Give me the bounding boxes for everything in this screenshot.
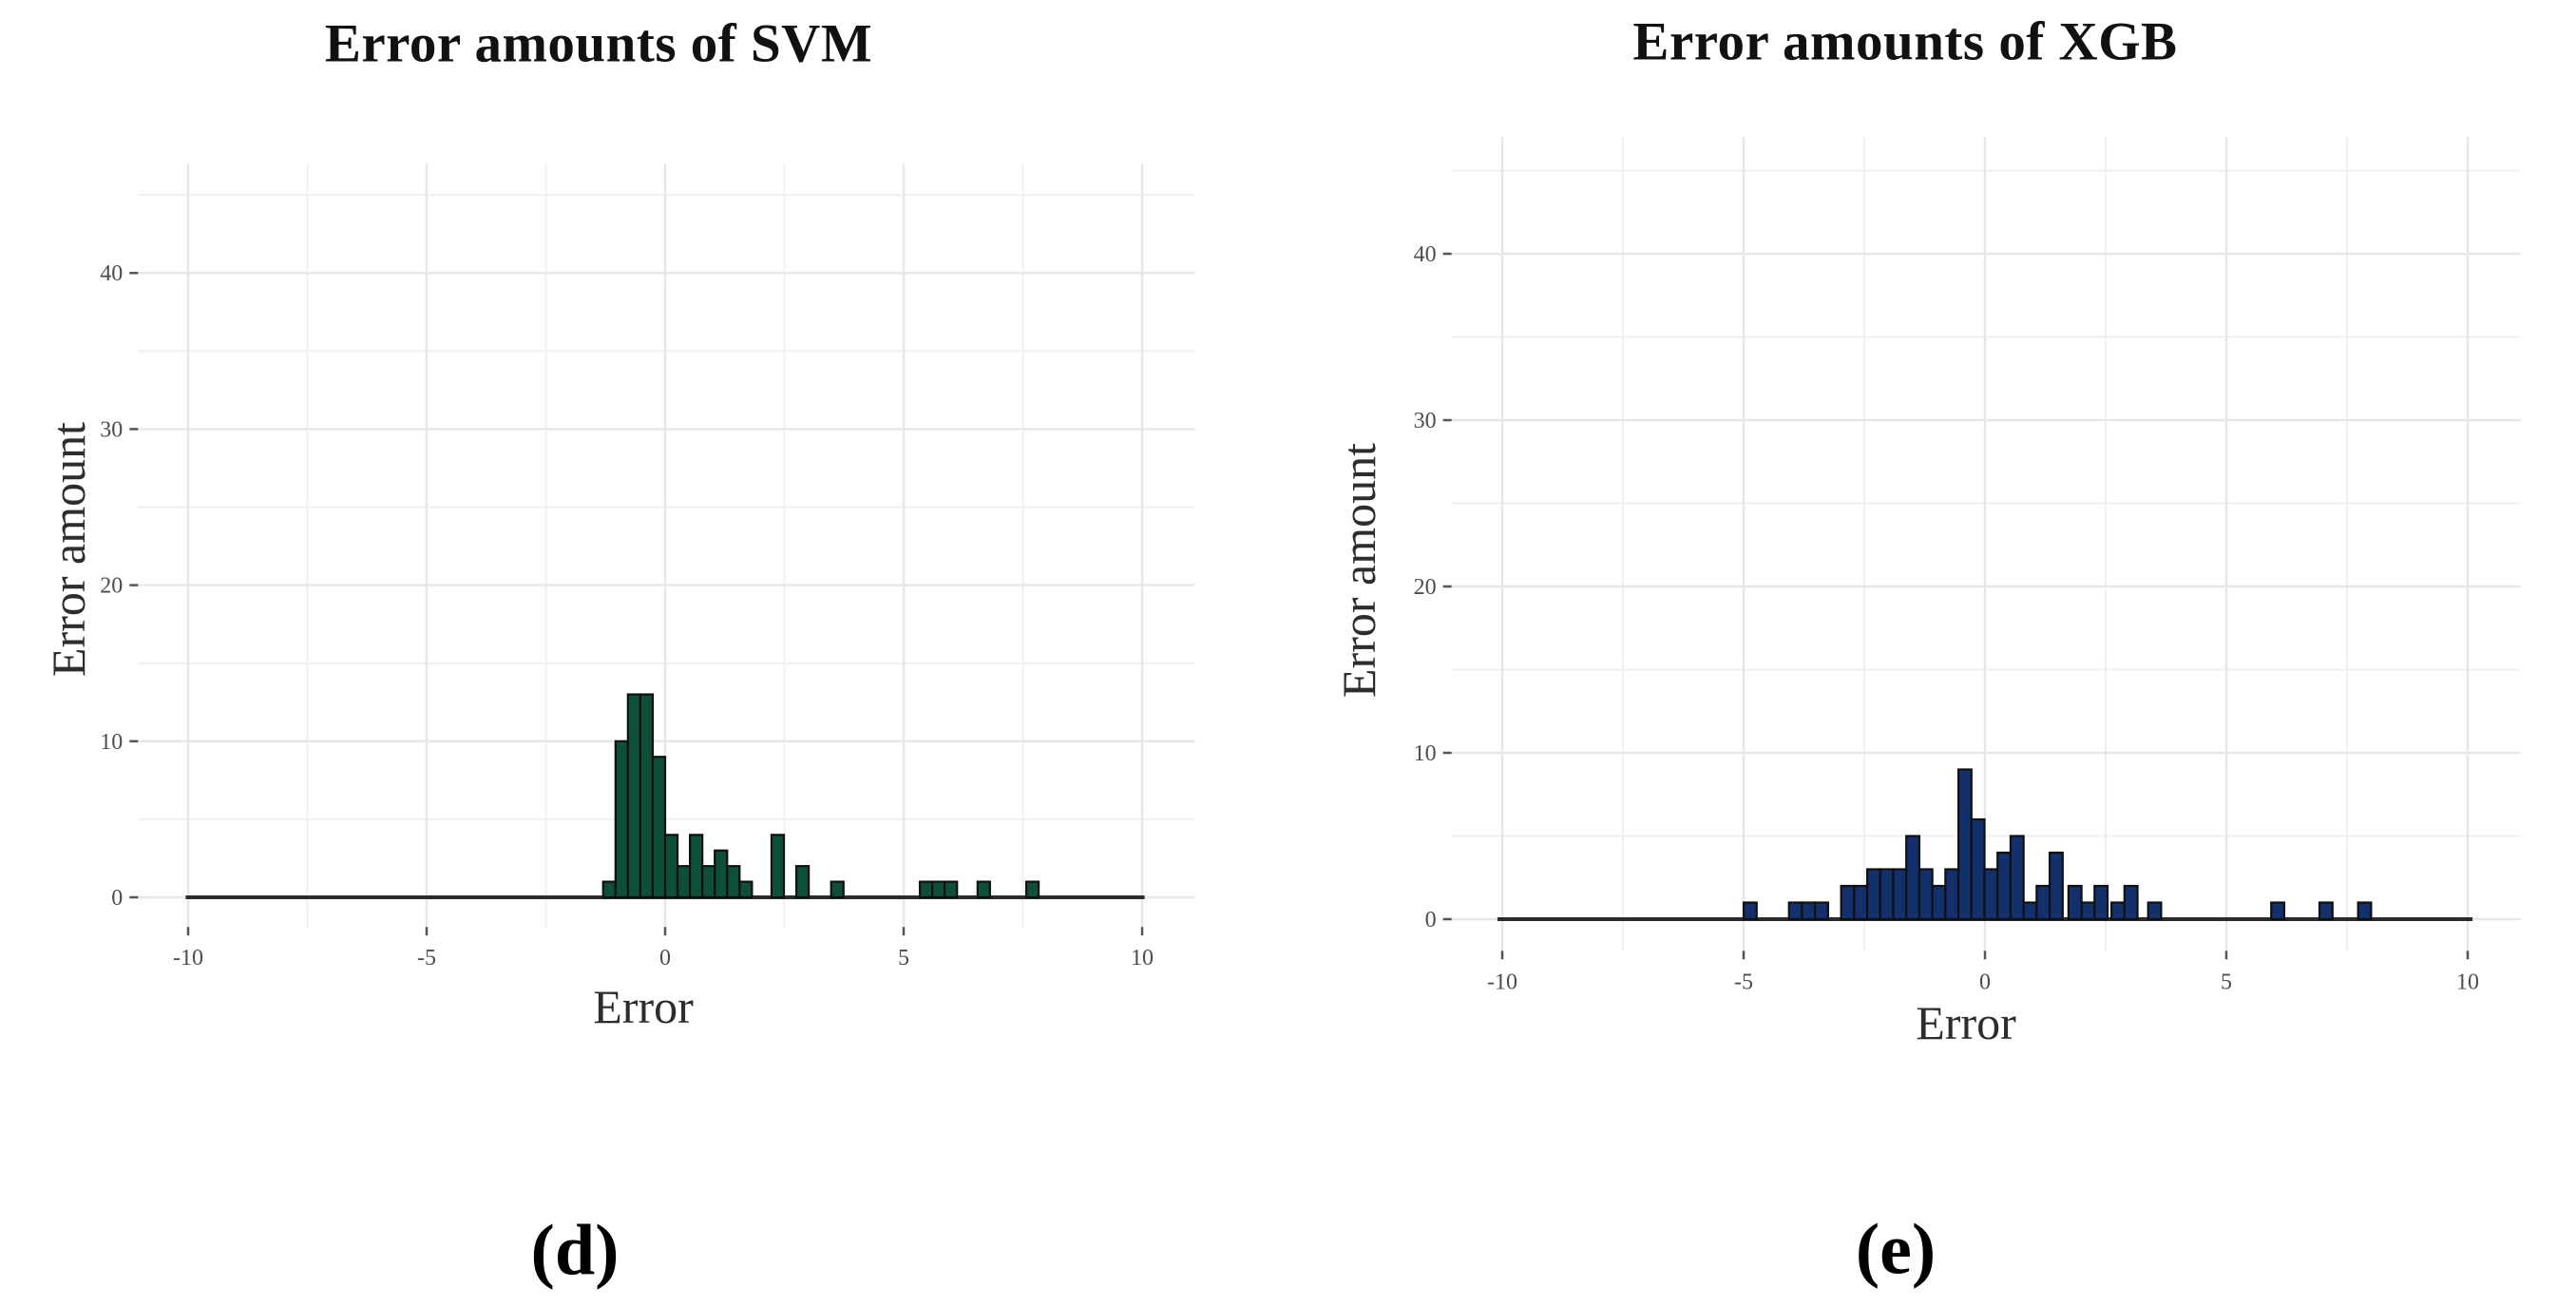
x-tick-label: 10 [1131, 946, 1154, 971]
y-tick-label: 20 [100, 574, 123, 599]
histogram-bar [1024, 880, 1040, 899]
y-tick-label: 40 [100, 261, 123, 286]
histogram-bar [2147, 901, 2163, 921]
histogram-bar [830, 880, 845, 899]
y-tick-label: 0 [1425, 908, 1437, 932]
histogram-bar [1787, 901, 1803, 921]
x-tick-label: 5 [898, 946, 909, 971]
x-tick-label: 0 [659, 946, 671, 971]
histogram-bar [1865, 868, 1881, 921]
histogram-bar [1956, 768, 1973, 921]
histogram-bar [2067, 884, 2083, 921]
svm-x-axis-title: Error [593, 980, 694, 1033]
y-tick-label: 30 [100, 417, 123, 442]
histogram-bar [1918, 868, 1934, 921]
y-tick-label: 40 [1414, 242, 1437, 267]
y-tick-label: 0 [111, 886, 123, 911]
histogram-bar [1840, 884, 1856, 921]
histogram-bar [1892, 868, 1908, 921]
histogram-bar [1996, 851, 2013, 921]
histogram-bar [1801, 901, 1817, 921]
x-tick-label: -10 [173, 946, 203, 971]
histogram-bar [770, 834, 786, 899]
xgb-y-axis-title: Error amount [1332, 443, 1385, 698]
subfigure-label-d: (d) [530, 1210, 620, 1291]
histogram-bar [2093, 884, 2109, 921]
svm-chart-title: Error amounts of SVM [324, 13, 873, 74]
histogram-bar [2318, 901, 2334, 921]
histogram-bar [1905, 835, 1921, 921]
histogram-bar [738, 880, 754, 899]
y-tick-label: 20 [1414, 575, 1437, 600]
y-tick-label: 30 [1414, 409, 1437, 433]
histogram-bar [1983, 868, 1999, 921]
histogram-bar [1879, 868, 1895, 921]
histogram-bar [1944, 868, 1960, 921]
histogram-bar [1970, 817, 1986, 921]
histogram-bar [1931, 884, 1947, 921]
histogram-bar [1742, 901, 1758, 921]
histogram-bar [2022, 901, 2038, 921]
x-tick-label: -5 [417, 946, 436, 971]
histogram-bar [976, 880, 991, 899]
histogram-bar [2270, 901, 2286, 921]
svm-y-axis-title: Error amount [42, 422, 95, 677]
subfigure-label-e: (e) [1855, 1209, 1937, 1290]
histogram-bar [794, 865, 811, 899]
xgb-x-axis-title: Error [1916, 996, 2016, 1049]
x-tick-label: 0 [1979, 970, 1991, 994]
x-tick-label: 10 [2456, 970, 2479, 994]
xgb-chart-title: Error amounts of XGB [1632, 11, 2178, 72]
histogram-bar [2123, 884, 2139, 921]
x-tick-label: 5 [2221, 970, 2232, 994]
histogram-bar [2048, 851, 2064, 921]
y-tick-label: 10 [100, 730, 123, 755]
histogram-bar [1814, 901, 1829, 921]
histogram-bar [2009, 835, 2025, 921]
histogram-bar [2357, 901, 2373, 921]
histogram-bar [2035, 884, 2051, 921]
x-tick-label: -5 [1734, 970, 1753, 994]
histogram-bar [651, 756, 667, 899]
histogram-bar [944, 880, 959, 899]
histogram-bar [2109, 901, 2126, 921]
x-tick-label: -10 [1487, 970, 1517, 994]
histogram-bar [1853, 884, 1869, 921]
histogram-bar [2080, 901, 2096, 921]
y-tick-label: 10 [1414, 741, 1437, 766]
